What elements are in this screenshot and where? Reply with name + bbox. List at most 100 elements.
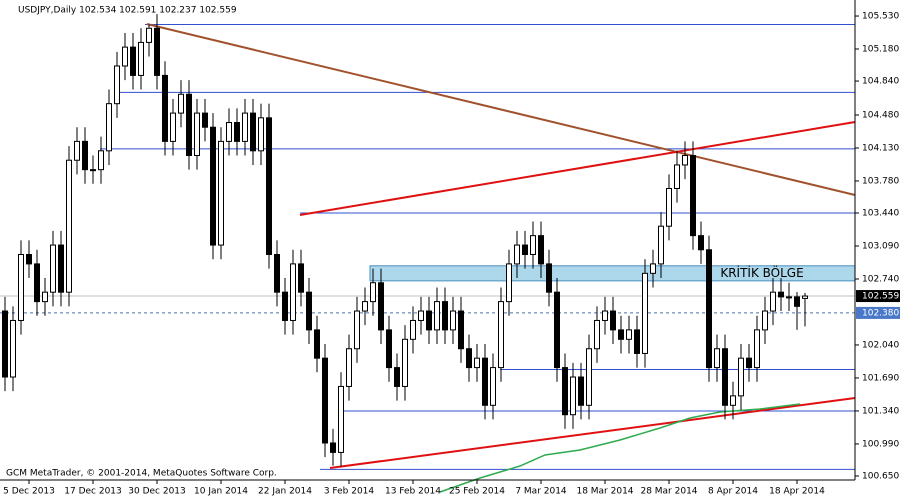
candle-body bbox=[498, 301, 504, 369]
candle-body bbox=[738, 357, 744, 397]
candle-body bbox=[746, 357, 752, 369]
candle-body bbox=[762, 310, 768, 331]
candle-body bbox=[474, 357, 480, 369]
candle-body bbox=[98, 150, 104, 171]
candle-body bbox=[658, 225, 664, 265]
x-tick-label: 22 Jan 2014 bbox=[258, 487, 312, 497]
candle-body bbox=[666, 188, 672, 227]
x-tick-label: 30 Dec 2013 bbox=[128, 487, 186, 497]
candle-body bbox=[482, 357, 488, 406]
y-tick-label: 105.530 bbox=[862, 12, 899, 22]
candle-body bbox=[210, 126, 216, 246]
y-tick-label: 101.690 bbox=[862, 373, 899, 383]
candle-body bbox=[34, 263, 40, 303]
candle-body bbox=[378, 282, 384, 331]
price-tag bbox=[856, 290, 900, 303]
x-tick-label: 13 Feb 2014 bbox=[385, 487, 441, 497]
candle-body bbox=[642, 272, 648, 354]
candle-body bbox=[714, 348, 720, 369]
candle-body bbox=[394, 367, 400, 387]
candle-body bbox=[594, 319, 600, 350]
chart-title: USDJPY,Daily 102.534 102.591 102.237 102… bbox=[18, 6, 237, 16]
trend-line bbox=[299, 121, 856, 216]
candle-body bbox=[186, 93, 192, 157]
candle-body bbox=[154, 27, 160, 76]
candle-body bbox=[66, 159, 72, 293]
y-tick-label: 105.180 bbox=[862, 45, 899, 55]
candle-body bbox=[706, 249, 712, 369]
x-tick-label: 25 Feb 2014 bbox=[449, 487, 505, 497]
candle-body bbox=[754, 329, 760, 369]
candle-body bbox=[226, 122, 232, 142]
candle-body bbox=[778, 291, 784, 298]
candle-body bbox=[458, 310, 464, 350]
x-tick-label: 10 Jan 2014 bbox=[194, 487, 248, 497]
candle-body bbox=[114, 65, 120, 105]
candle-body bbox=[426, 310, 432, 331]
candle-body bbox=[338, 385, 344, 453]
candle-body bbox=[618, 329, 624, 340]
candle-body bbox=[410, 319, 416, 340]
candle-body bbox=[690, 155, 696, 237]
candle-body bbox=[794, 296, 800, 307]
x-tick-label: 8 Apr 2014 bbox=[708, 487, 758, 497]
x-tick-label: 7 Mar 2014 bbox=[515, 487, 567, 497]
candle-body bbox=[50, 244, 56, 293]
candle-body bbox=[626, 329, 632, 340]
y-tick-label: 101.340 bbox=[862, 406, 899, 416]
candle-body bbox=[442, 301, 448, 331]
candle-body bbox=[450, 310, 456, 331]
y-tick-label: 100.650 bbox=[862, 471, 899, 481]
y-tick-label: 104.480 bbox=[862, 110, 899, 120]
candle-body bbox=[10, 319, 16, 378]
candle-body bbox=[178, 93, 184, 114]
y-tick-label: 103.440 bbox=[862, 209, 899, 219]
x-tick-label: 3 Feb 2014 bbox=[324, 487, 375, 497]
candle-body bbox=[434, 301, 440, 331]
candle-body bbox=[490, 367, 496, 406]
candle-body bbox=[58, 244, 64, 293]
y-tick-label: 102.040 bbox=[862, 340, 899, 350]
candle-body bbox=[682, 155, 688, 166]
candle-body bbox=[90, 169, 96, 172]
candle-body bbox=[346, 348, 352, 387]
candle-body bbox=[282, 291, 288, 321]
candle-body bbox=[570, 376, 576, 416]
candle-body bbox=[26, 253, 32, 265]
candle-body bbox=[538, 235, 544, 265]
candle-body bbox=[18, 253, 24, 321]
candle-body bbox=[258, 117, 264, 152]
candle-body bbox=[770, 291, 776, 312]
footer: GCM MetaTrader, © 2001-2014, MetaQuotes … bbox=[6, 469, 277, 479]
candle-body bbox=[106, 103, 112, 152]
price-tag bbox=[856, 306, 900, 319]
candle-body bbox=[386, 329, 392, 369]
candle-body bbox=[634, 329, 640, 354]
price-tag-label: 102.559 bbox=[862, 292, 899, 302]
y-tick-label: 104.840 bbox=[862, 77, 899, 87]
y-tick-label: 103.780 bbox=[862, 176, 899, 186]
candle-body bbox=[242, 112, 248, 142]
candle-body bbox=[306, 291, 312, 331]
candle-body bbox=[370, 282, 376, 303]
candle-body bbox=[162, 74, 168, 142]
candle-body bbox=[530, 235, 536, 255]
candle-body bbox=[130, 46, 136, 76]
trend-line bbox=[146, 23, 856, 196]
candle-body bbox=[802, 295, 808, 299]
x-tick-label: 28 Mar 2014 bbox=[640, 487, 697, 497]
candle-body bbox=[2, 310, 8, 378]
candle-body bbox=[42, 291, 48, 303]
candle-body bbox=[578, 376, 584, 406]
candle-body bbox=[786, 296, 792, 299]
candle-body bbox=[322, 357, 328, 444]
candle-body bbox=[122, 46, 128, 67]
candle-body bbox=[170, 112, 176, 142]
candle-body bbox=[722, 348, 728, 406]
y-tick-label: 104.130 bbox=[862, 143, 899, 153]
trend-line bbox=[329, 397, 856, 469]
candle-body bbox=[514, 244, 520, 265]
candle-body bbox=[554, 291, 560, 369]
